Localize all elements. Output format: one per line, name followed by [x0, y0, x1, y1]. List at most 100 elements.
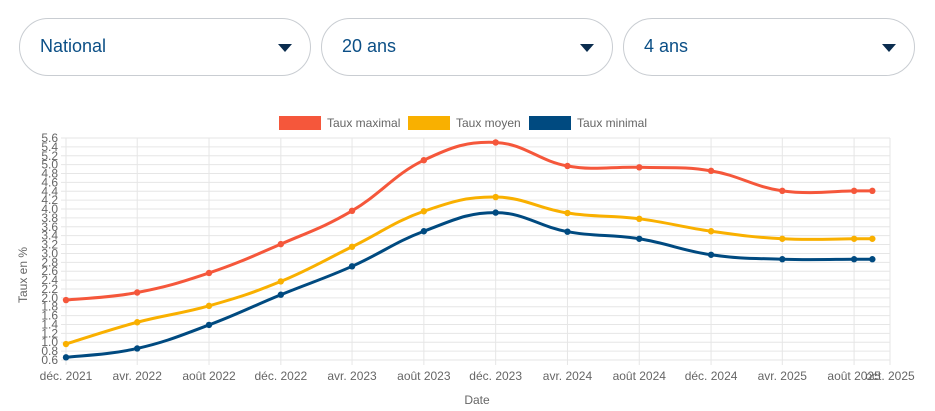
data-point	[492, 139, 499, 146]
y-tick-label: 0.8	[41, 344, 58, 358]
y-tick-label: 3.6	[41, 220, 58, 234]
data-point	[707, 251, 715, 258]
data-point	[62, 354, 70, 361]
data-point	[707, 167, 715, 175]
period-select[interactable]: 4 ans	[623, 18, 915, 76]
chart-grid	[61, 137, 891, 365]
x-tick-label: déc. 2022	[254, 369, 307, 383]
data-point	[277, 291, 285, 298]
legend-swatch	[279, 116, 321, 130]
data-point	[850, 235, 858, 242]
data-point	[205, 302, 213, 310]
y-tick-label: 1.8	[41, 300, 58, 314]
data-point	[564, 209, 571, 217]
x-tick-label: avr. 2025	[758, 369, 808, 383]
region-select[interactable]: National	[19, 18, 311, 76]
y-tick-label: 3.4	[41, 229, 58, 243]
data-point	[134, 319, 141, 326]
data-point	[134, 345, 141, 352]
x-tick-label: août 2025	[827, 369, 881, 383]
data-point	[869, 235, 876, 242]
y-tick-label: 4.4	[41, 184, 58, 198]
y-tick-label: 2.6	[41, 264, 58, 278]
data-point	[134, 289, 141, 296]
y-tick-label: 5.6	[41, 131, 58, 145]
series-line	[65, 140, 873, 302]
data-point	[420, 157, 428, 164]
data-point	[205, 269, 213, 277]
data-point	[420, 208, 428, 215]
data-point	[492, 209, 499, 216]
legend-label: Taux minimal	[577, 116, 647, 130]
x-tick-label: août 2023	[397, 369, 451, 383]
data-point	[564, 162, 571, 170]
chart-series	[62, 139, 876, 361]
data-point	[564, 228, 571, 235]
data-point	[205, 321, 213, 329]
y-tick-label: 1.6	[41, 309, 58, 323]
y-tick-label: 3.0	[41, 246, 58, 260]
data-point	[869, 256, 876, 263]
legend-label: Taux maximal	[327, 116, 400, 130]
y-tick-label: 0.6	[41, 353, 58, 367]
y-axis: 0.60.81.01.21.41.61.82.02.22.42.62.83.03…	[41, 131, 58, 367]
y-tick-label: 2.2	[41, 282, 58, 296]
x-axis-label: Date	[464, 393, 490, 407]
data-point	[707, 228, 715, 235]
y-axis-label: Taux en %	[16, 247, 30, 303]
data-point	[492, 193, 499, 201]
x-tick-label: déc. 2021	[40, 369, 93, 383]
x-axis: déc. 2021 avr. 2022 août 2022 déc. 2022 avr.…	[40, 369, 915, 383]
x-tick-label: avr. 2022	[113, 369, 163, 383]
x-tick-label: déc. 2023	[469, 369, 522, 383]
data-point	[420, 228, 428, 235]
period-select-value: 4 ans	[644, 36, 689, 56]
data-point	[869, 187, 876, 195]
data-point	[636, 215, 643, 223]
y-tick-label: 4.2	[41, 193, 58, 207]
data-point	[348, 207, 356, 215]
legend-swatch	[408, 116, 450, 130]
y-tick-label: 5.2	[41, 149, 58, 163]
x-tick-label: août 2024	[613, 369, 667, 383]
y-tick-label: 3.2	[41, 238, 58, 252]
data-point	[636, 164, 643, 171]
data-point	[277, 278, 285, 285]
series-line	[65, 211, 873, 359]
y-tick-label: 5.4	[41, 140, 58, 154]
data-point	[850, 256, 858, 263]
y-tick-label: 1.2	[41, 326, 58, 340]
y-tick-label: 2.4	[41, 273, 58, 287]
chevron-down-icon	[580, 44, 594, 52]
chevron-down-icon	[882, 44, 896, 52]
y-tick-label: 2.0	[41, 291, 58, 305]
data-point	[779, 187, 786, 195]
legend-label: Taux moyen	[456, 116, 521, 130]
data-point	[62, 296, 70, 304]
duration-select-value: 20 ans	[342, 36, 397, 56]
x-tick-label: déc. 2024	[685, 369, 738, 383]
region-select-value: National	[40, 36, 107, 56]
y-tick-label: 1.0	[41, 335, 58, 349]
duration-select[interactable]: 20 ans	[321, 18, 613, 76]
data-point	[850, 187, 858, 195]
y-tick-label: 4.6	[41, 175, 58, 189]
y-tick-label: 4.8	[41, 167, 58, 181]
y-tick-label: 1.4	[41, 317, 58, 331]
rate-line-chart: Taux maximal Taux moyen Taux minimal 0.60.…	[16, 116, 915, 407]
series-line	[65, 195, 873, 346]
data-point	[348, 263, 356, 270]
filter-bar: National 20 ans 4 ans	[19, 18, 918, 78]
data-point	[779, 235, 786, 242]
y-tick-label: 4.0	[41, 202, 58, 216]
data-point	[348, 243, 356, 250]
x-tick-label: août 2022	[182, 369, 236, 383]
data-point	[636, 235, 643, 242]
y-tick-label: 5.0	[41, 158, 58, 172]
y-tick-label: 2.8	[41, 255, 58, 269]
x-tick-label: avr. 2024	[543, 369, 593, 383]
legend-swatch	[529, 116, 571, 130]
chart-legend: Taux maximal Taux moyen Taux minimal	[279, 116, 647, 130]
data-point	[277, 240, 285, 248]
y-tick-label: 3.8	[41, 211, 58, 225]
